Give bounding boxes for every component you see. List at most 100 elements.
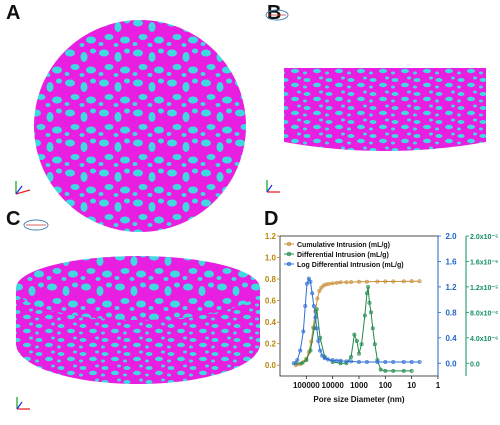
series-point-2 xyxy=(372,342,377,347)
series-point-3 xyxy=(306,276,311,281)
legend-label-2: Differential Intrusion (mL/g) xyxy=(297,252,389,259)
y-left-tick-label: 1.2 xyxy=(265,232,277,241)
panel-label-b: B xyxy=(267,2,282,24)
series-point-1 xyxy=(401,279,406,284)
series-point-2 xyxy=(409,368,414,373)
panel-label-a: A xyxy=(6,2,21,24)
series-point-2 xyxy=(364,291,369,296)
series-point-3 xyxy=(301,329,306,334)
y-right-2-tick-label: 1.6x10⁻⁵ xyxy=(470,259,498,266)
series-point-3 xyxy=(303,303,308,309)
series-point-2 xyxy=(304,358,309,363)
series-point-2 xyxy=(349,354,354,359)
x-tick-label: 100000 xyxy=(293,381,320,390)
x-tick-label: 1000 xyxy=(350,381,368,390)
series-point-3 xyxy=(330,358,335,363)
series-point-1 xyxy=(334,280,339,285)
y-right-2-tick-label: 1.2x10⁻⁵ xyxy=(470,285,498,292)
panel-c-oblique-cylinder xyxy=(16,256,260,384)
series-point-3 xyxy=(338,358,343,363)
series-point-3 xyxy=(298,348,303,353)
series-point-1 xyxy=(317,288,322,293)
series-point-3 xyxy=(417,359,422,365)
series-point-2 xyxy=(401,368,406,373)
series-point-3 xyxy=(311,303,316,309)
panel-b-side-view-cylinder xyxy=(284,68,486,151)
panel-a-axes-icon xyxy=(15,181,31,195)
y-right-1-tick-label: 2.0 xyxy=(445,232,457,241)
panel-a-top-view-disk xyxy=(34,20,246,232)
y-right-1-tick-label: 0.4 xyxy=(445,334,457,343)
series-point-1 xyxy=(315,296,320,301)
series-point-3 xyxy=(308,279,313,284)
panel-c-axes-icon xyxy=(16,397,30,410)
y-left-tick-label: 0.4 xyxy=(265,318,277,327)
series-point-3 xyxy=(349,359,354,364)
y-right-2-tick-label: 2.0x10⁻⁵ xyxy=(470,234,498,241)
y-right-1-tick-label: 0.0 xyxy=(445,359,457,368)
series-point-2 xyxy=(359,342,364,347)
series-point-2 xyxy=(299,361,304,366)
panel-b-axes-icon xyxy=(266,180,280,193)
y-left-tick-label: 0.8 xyxy=(265,275,277,284)
series-point-3 xyxy=(318,348,323,353)
legend-marker-2 xyxy=(286,251,292,257)
series-point-2 xyxy=(352,332,357,337)
series-point-3 xyxy=(383,359,388,365)
y-right-1-tick-label: 1.2 xyxy=(445,283,457,292)
legend-label-1: Cumulative Intrusion (mL/g) xyxy=(297,242,390,249)
series-point-2 xyxy=(366,284,371,289)
y-right-1-tick-label: 1.6 xyxy=(445,257,457,266)
panel-b-orientation-icon xyxy=(265,9,289,21)
series-point-3 xyxy=(295,358,300,363)
panel-d-porosimetry-chart: 0.0 0.2 0.4 0.6 0.8 1.0 1.2 0.0 0.4 0.8 1.2 1.6 2.0 0… xyxy=(265,232,499,404)
series-point-2 xyxy=(354,338,359,344)
series-point-1 xyxy=(391,279,396,284)
y-left-tick-label: 0.6 xyxy=(265,297,277,306)
panel-label-d: D xyxy=(264,208,279,230)
legend-label-3: Log Differential Intrusion (mL/g) xyxy=(297,262,404,269)
series-point-1 xyxy=(356,279,362,284)
panel-c-orientation-icon xyxy=(23,219,49,231)
series-point-3 xyxy=(313,315,318,320)
series-point-1 xyxy=(409,279,414,284)
series-point-1 xyxy=(338,280,343,285)
series-point-3 xyxy=(314,326,319,331)
series-point-2 xyxy=(367,300,372,305)
x-tick-label: 10 xyxy=(407,381,416,390)
series-point-1 xyxy=(383,279,388,284)
series-point-3 xyxy=(291,361,296,366)
x-axis-label: Pore size Diameter (nm) xyxy=(313,395,404,404)
series-point-3 xyxy=(304,281,309,286)
series-point-2 xyxy=(370,326,375,331)
series-point-3 xyxy=(401,359,406,365)
y-right-2-tick-label: 4.0x10⁻⁶ xyxy=(470,336,498,343)
series-point-3 xyxy=(364,359,369,365)
series-point-2 xyxy=(383,368,388,373)
series-point-3 xyxy=(344,359,349,364)
x-tick-label: 10000 xyxy=(322,381,345,390)
y-right-2-tick-label: 8.0x10⁻⁶ xyxy=(470,310,498,317)
x-tick-label: 100 xyxy=(379,381,393,390)
series-point-3 xyxy=(409,359,414,365)
x-tick-label: 1 xyxy=(436,381,441,390)
series-point-3 xyxy=(325,357,331,362)
legend-marker-1 xyxy=(286,241,292,247)
series-point-1 xyxy=(417,279,422,284)
y-left-tick-label: 1.0 xyxy=(265,254,277,263)
series-point-3 xyxy=(310,291,315,296)
series-point-1 xyxy=(375,279,380,284)
series-point-2 xyxy=(368,310,374,315)
series-point-3 xyxy=(320,353,325,358)
y-left-tick-label: 0.0 xyxy=(265,361,277,370)
series-point-2 xyxy=(308,348,313,353)
series-point-1 xyxy=(364,279,369,284)
legend-marker-3 xyxy=(286,261,292,267)
panel-label-c: C xyxy=(6,208,21,230)
y-right-2-tick-label: 0.0 xyxy=(470,361,480,368)
series-point-3 xyxy=(356,359,362,365)
series-point-3 xyxy=(334,358,339,363)
series-point-3 xyxy=(391,359,396,365)
series-point-1 xyxy=(344,280,349,285)
series-point-2 xyxy=(356,351,362,356)
